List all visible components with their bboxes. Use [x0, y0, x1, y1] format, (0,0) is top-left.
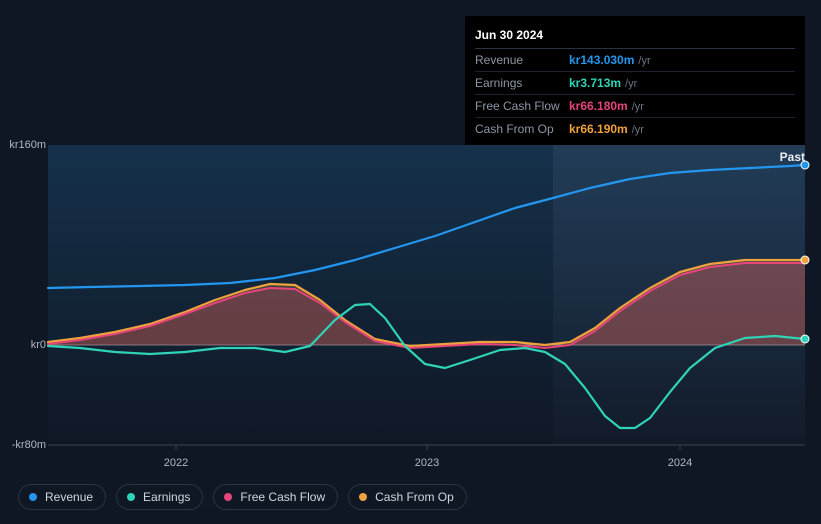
- legend-label: Earnings: [143, 490, 190, 504]
- legend-label: Cash From Op: [375, 490, 454, 504]
- tooltip-label: Free Cash Flow: [475, 99, 569, 113]
- tooltip-date: Jun 30 2024: [475, 24, 795, 49]
- tooltip-row: Revenuekr143.030m/yr: [475, 49, 795, 72]
- legend-label: Revenue: [45, 490, 93, 504]
- tooltip-unit: /yr: [625, 78, 637, 90]
- tooltip-label: Revenue: [475, 53, 569, 67]
- legend-item-revenue[interactable]: Revenue: [18, 484, 106, 510]
- legend-dot-icon: [359, 493, 367, 501]
- financials-chart: kr160m kr0 -kr80m 2022 2023 2024 Past: [0, 120, 821, 480]
- y-axis-label: kr160m: [9, 139, 46, 151]
- tooltip-row: Earningskr3.713m/yr: [475, 72, 795, 95]
- y-axis-label: kr0: [31, 339, 46, 351]
- x-axis-label: 2022: [164, 457, 188, 469]
- tooltip-unit: /yr: [638, 55, 650, 67]
- tooltip-row: Free Cash Flowkr66.180m/yr: [475, 95, 795, 118]
- tooltip-label: Earnings: [475, 76, 569, 90]
- legend-label: Free Cash Flow: [240, 490, 325, 504]
- tooltip-unit: /yr: [632, 101, 644, 113]
- legend-item-cash-from-op[interactable]: Cash From Op: [348, 484, 467, 510]
- x-axis-label: 2024: [668, 457, 692, 469]
- tooltip-value: kr143.030m: [569, 53, 638, 67]
- tooltip-value: kr66.180m: [569, 99, 632, 113]
- y-axis-label: -kr80m: [12, 439, 46, 451]
- past-label: Past: [780, 150, 805, 164]
- legend-dot-icon: [224, 493, 232, 501]
- tooltip-value: kr3.713m: [569, 76, 625, 90]
- legend-item-free-cash-flow[interactable]: Free Cash Flow: [213, 484, 338, 510]
- legend-item-earnings[interactable]: Earnings: [116, 484, 203, 510]
- chart-legend: Revenue Earnings Free Cash Flow Cash From O…: [18, 484, 467, 510]
- legend-dot-icon: [127, 493, 135, 501]
- legend-dot-icon: [29, 493, 37, 501]
- x-axis-label: 2023: [415, 457, 439, 469]
